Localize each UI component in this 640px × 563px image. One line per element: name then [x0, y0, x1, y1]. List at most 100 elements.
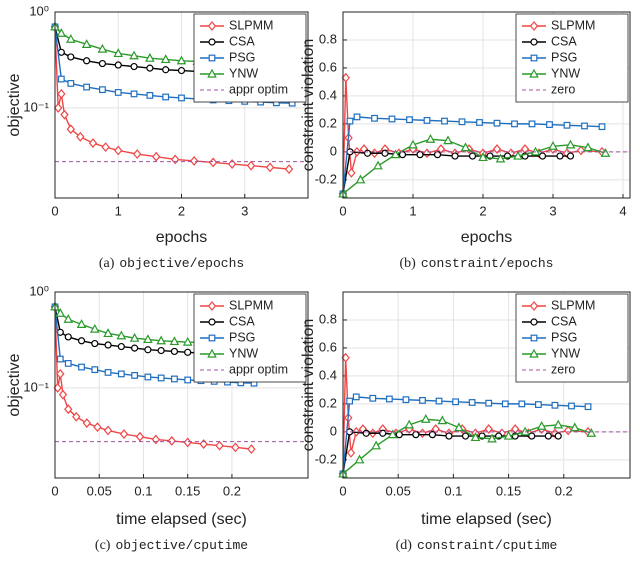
- marker: [369, 394, 377, 402]
- legend-label: SLPMM: [229, 298, 273, 312]
- marker: [146, 64, 154, 72]
- marker: [385, 395, 393, 403]
- y-tick-label: 10⁰: [29, 283, 49, 298]
- marker: [529, 348, 539, 358]
- marker: [388, 115, 396, 123]
- marker: [425, 134, 436, 143]
- x-tick-label: 0: [339, 203, 346, 218]
- marker: [160, 54, 171, 64]
- marker: [135, 431, 145, 442]
- x-tick-label: 0: [51, 483, 58, 498]
- marker: [445, 432, 453, 440]
- marker: [189, 156, 199, 166]
- y-tick-label: -0.2: [315, 451, 337, 466]
- marker: [114, 145, 123, 156]
- y-axis-label: constraint violation: [300, 319, 317, 452]
- legend-label: appr optim: [229, 362, 288, 376]
- marker: [57, 88, 66, 99]
- marker: [64, 360, 72, 367]
- marker: [60, 109, 69, 120]
- marker: [169, 336, 180, 346]
- x-tick-label: 0.05: [87, 483, 112, 498]
- marker: [544, 432, 552, 440]
- marker: [341, 72, 350, 83]
- marker: [162, 93, 170, 101]
- legend-label: zero: [551, 82, 575, 96]
- marker: [167, 436, 176, 446]
- marker: [362, 429, 370, 437]
- marker: [529, 68, 539, 78]
- marker: [208, 334, 216, 342]
- marker: [352, 393, 360, 401]
- legend-label: CSA: [229, 314, 255, 328]
- y-tick-label: -0.2: [315, 171, 337, 186]
- marker: [554, 432, 562, 440]
- y-tick-label: 0.6: [319, 339, 337, 354]
- legend-label: PSG: [229, 330, 255, 344]
- axes-box: [342, 291, 631, 479]
- marker: [83, 57, 91, 65]
- marker: [117, 342, 125, 351]
- marker: [207, 348, 217, 358]
- x-tick-label: 1: [409, 203, 416, 218]
- marker: [156, 335, 166, 345]
- marker: [72, 411, 81, 422]
- marker: [581, 122, 588, 130]
- legend-label: CSA: [551, 34, 577, 48]
- marker: [408, 139, 418, 149]
- marker: [420, 414, 431, 423]
- subplot: 0 0.05 0.1 0.15 0.2 10⁰ 10⁻¹ SLPMM CSA PSG YNW appr…: [6, 283, 309, 553]
- marker: [551, 401, 559, 409]
- marker: [406, 116, 413, 124]
- marker: [501, 400, 509, 408]
- marker: [513, 150, 523, 160]
- marker: [208, 38, 216, 46]
- y-tick-label: 0.8: [319, 311, 337, 326]
- marker: [528, 120, 536, 128]
- caption-text: objective/cputime: [115, 538, 248, 553]
- y-tick-label: 10⁰: [29, 3, 49, 18]
- marker: [215, 440, 224, 451]
- marker: [208, 157, 218, 168]
- marker: [129, 50, 139, 60]
- legend-label: PSG: [551, 330, 577, 344]
- caption-tag: (b): [400, 256, 417, 271]
- x-tick-label: 0.15: [175, 483, 200, 498]
- y-axis-label: objective: [6, 353, 23, 416]
- marker: [452, 398, 459, 406]
- y-tick-label: 0.4: [319, 87, 337, 102]
- marker: [518, 400, 526, 408]
- series-line: [342, 418, 592, 475]
- x-axis-label: time elapsed (sec): [116, 511, 247, 528]
- legend-label: appr optim: [229, 82, 288, 96]
- x-tick-label: 0.1: [444, 483, 462, 498]
- marker: [476, 119, 483, 126]
- marker: [435, 397, 443, 405]
- marker: [556, 152, 564, 160]
- marker: [355, 174, 366, 184]
- marker: [583, 142, 593, 152]
- marker: [265, 162, 275, 173]
- legend-label: PSG: [551, 50, 577, 64]
- y-tick-label: 0: [330, 423, 337, 438]
- marker: [538, 152, 547, 160]
- marker: [530, 334, 538, 342]
- marker: [553, 419, 564, 429]
- legend-label: YNW: [551, 346, 580, 360]
- marker: [373, 160, 383, 170]
- marker: [441, 117, 448, 125]
- marker: [144, 346, 152, 354]
- marker: [436, 144, 446, 154]
- marker: [131, 344, 139, 352]
- marker: [530, 38, 538, 46]
- marker: [144, 373, 152, 381]
- legend-label: SLPMM: [229, 18, 273, 32]
- marker: [56, 355, 64, 363]
- marker: [563, 425, 573, 436]
- marker: [91, 366, 99, 374]
- legend-label: SLPMM: [551, 18, 595, 32]
- marker: [143, 334, 153, 344]
- y-tick-label: 0.2: [319, 395, 337, 410]
- x-tick-label: 4: [619, 203, 626, 218]
